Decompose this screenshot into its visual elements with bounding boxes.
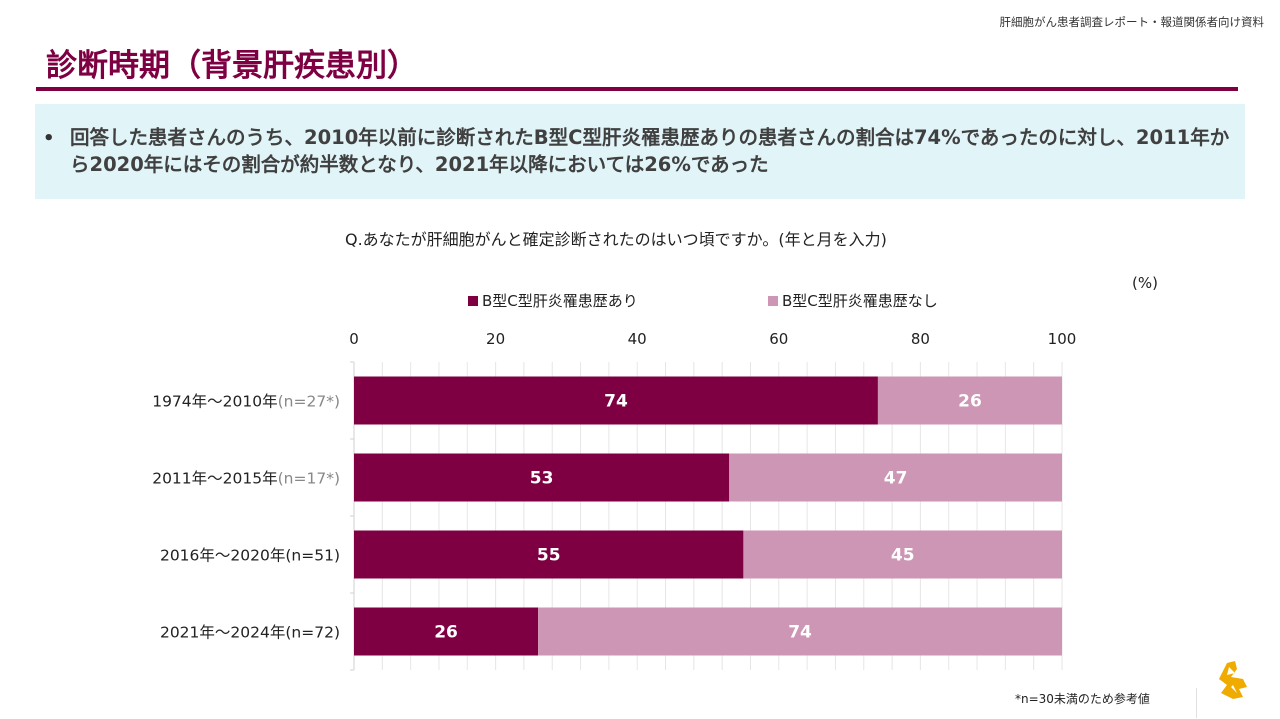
bar-value-label: 74 [604,392,628,412]
bar-value-label: 53 [530,469,554,489]
legend-swatch [468,295,478,306]
bar-segment [729,453,1062,502]
title-divider [36,87,1238,91]
category-label: 2016年～2020年(n=51) [160,547,340,565]
category-sample-size: (n=27*) [278,393,340,411]
summary-bullet: • [43,128,55,149]
bar-value-label: 26 [958,392,982,412]
bar-segment [538,607,1062,656]
bar-segment [354,607,539,656]
bar-value-label: 47 [884,469,908,489]
category-sample-size: (n=72) [285,624,340,642]
category-period: 2021年～2024年 [160,624,285,642]
bar-value-label: 74 [788,623,812,643]
bar-value-label: 45 [891,546,915,566]
x-tick-label: 40 [628,330,647,348]
category-period: 2016年～2020年 [160,547,285,565]
category-period: 1974年～2010年 [152,393,277,411]
summary-text: 回答した患者さんのうち、2010年以前に診断されたB型C型肝炎罹患歴ありの患者さ… [70,126,1230,176]
category-sample-size: (n=51) [285,547,340,565]
document-label: 肝細胞がん患者調査レポート・報道関係者向け資料 [999,15,1265,29]
bar-value-label: 55 [537,546,561,566]
category-sample-size: (n=17*) [278,470,340,488]
category-period: 2011年～2015年 [152,470,277,488]
unit-label: (%) [1132,274,1158,292]
category-label: 2021年～2024年(n=72) [160,624,340,642]
category-label: 1974年～2010年(n=27*) [152,393,340,411]
bar-segment [877,376,1062,425]
legend-swatch [768,295,778,306]
bar-segment [743,530,1062,579]
x-tick-label: 20 [486,330,505,348]
legend-item-without-hepatitis: B型C型肝炎罹患歴なし [768,290,938,311]
x-tick-label: 60 [769,330,788,348]
company-logo-icon [1219,661,1247,699]
legend-label: B型C型肝炎罹患歴なし [782,292,938,310]
legend-label: B型C型肝炎罹患歴あり [482,292,638,310]
category-label: 2011年～2015年(n=17*) [152,470,340,488]
bar-segment [354,530,744,579]
survey-question: Q.あなたが肝細胞がんと確定診断されたのはいつ頃ですか。(年と月を入力) [345,230,887,249]
legend-item-with-hepatitis: B型C型肝炎罹患歴あり [468,290,638,311]
x-tick-label: 80 [911,330,930,348]
bar-segment [354,376,878,425]
x-tick-label: 100 [1048,330,1077,348]
x-tick-label: 0 [349,330,359,348]
summary-box [35,104,1245,199]
bar-segment [354,453,730,502]
logo-divider [1196,688,1197,718]
bar-value-label: 26 [434,623,458,643]
footnote: *n=30未満のため参考値 [1015,692,1150,706]
page-title: 診断時期（背景肝疾患別） [46,48,418,84]
